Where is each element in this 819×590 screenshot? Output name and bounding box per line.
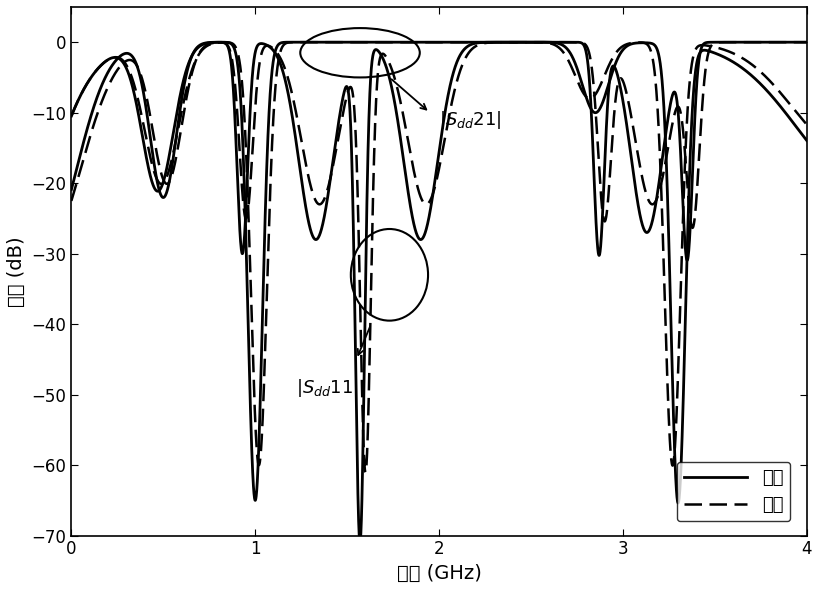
Text: $|S_{dd}21|$: $|S_{dd}21|$: [439, 109, 502, 131]
Legend: 仿真, 测试: 仿真, 测试: [676, 462, 790, 522]
Y-axis label: 幅値 (dB): 幅値 (dB): [7, 236, 26, 307]
Text: $|S_{dd}11|$: $|S_{dd}11|$: [296, 376, 358, 399]
X-axis label: 频率 (GHz): 频率 (GHz): [396, 564, 482, 583]
